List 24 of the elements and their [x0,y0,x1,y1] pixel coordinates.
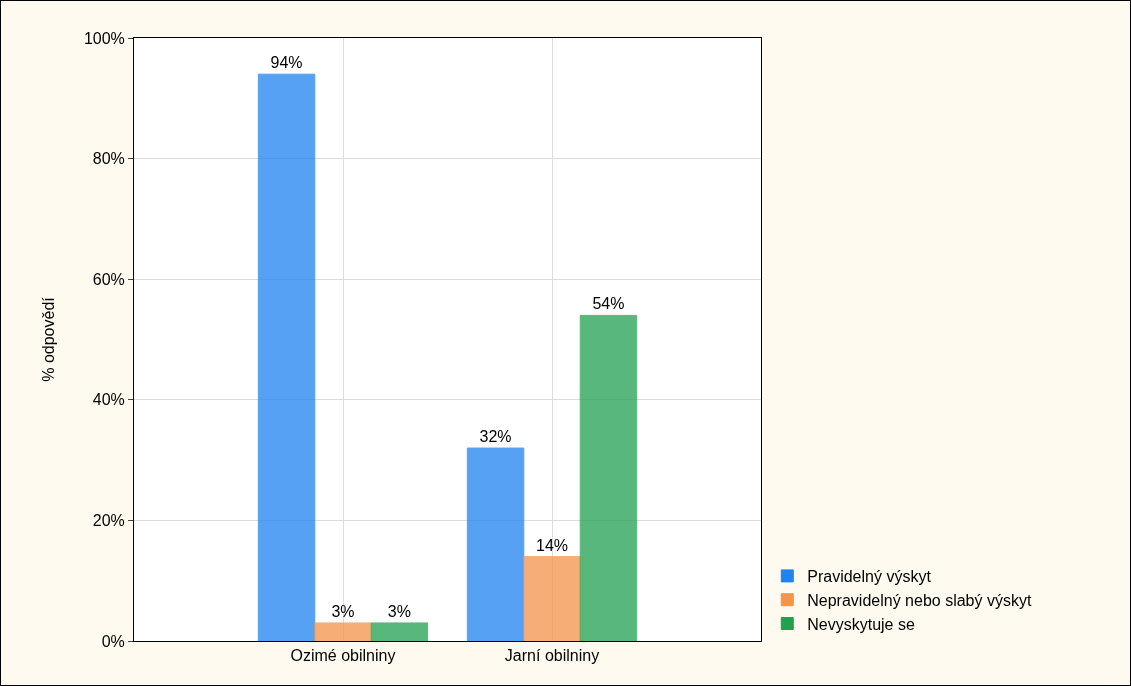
text: 54% [592,295,625,313]
legend-label: Nepravidelný nebo slabý výskyt [807,591,1032,609]
legend-label: Pravidelný výskyt [807,568,932,586]
y-tick-label: 80% [92,150,125,168]
y-axis-title: % odpovědí [39,296,57,382]
bar [579,314,638,641]
y-tick-label: 40% [92,391,125,409]
y-tick-label: 100% [83,29,125,47]
text: 14% [535,536,569,554]
legend-label: Nevyskytuje se [807,615,915,633]
bar [466,447,525,641]
x-tick-label: Jarní obilniny [504,647,600,665]
bar [370,622,429,641]
bar [314,622,372,641]
bar [257,73,316,641]
y-tick-label: 0% [101,632,125,650]
text: 32% [479,428,512,446]
y-tick-label: 60% [92,270,125,288]
y-tick-label: 20% [92,512,125,529]
text: 3% [331,602,355,620]
bar [523,556,581,641]
text: 3% [387,602,411,620]
x-tick-label: Ozimé obilniny [290,647,396,665]
text: 94% [270,54,303,72]
